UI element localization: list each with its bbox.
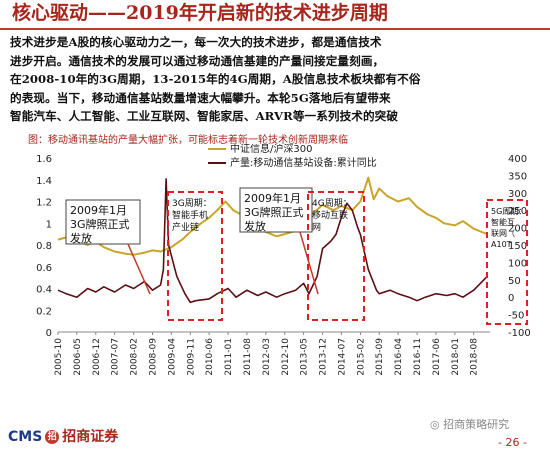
annotation-text: 3G牌照正式 xyxy=(70,217,130,231)
right-axis-tick-label: 100 xyxy=(508,258,527,269)
annotation-box xyxy=(65,199,141,245)
x-axis-tick-label: 2010-06 xyxy=(205,338,215,376)
annotation-text: 发放 xyxy=(244,219,266,233)
x-axis-tick-label: 2013-12 xyxy=(319,338,329,376)
x-axis-tick-label: 2015-09 xyxy=(375,338,385,376)
left-axis-tick-label: 0.4 xyxy=(36,285,52,296)
annotation-arrow xyxy=(299,231,319,295)
right-axis-tick-label: 50 xyxy=(508,276,521,287)
logo-cn: 招商证券 xyxy=(62,429,119,445)
x-axis-tick-label: 2013-05 xyxy=(300,338,310,376)
x-axis-tick-label: 2018-08 xyxy=(470,338,480,376)
left-axis-tick-label: 1.4 xyxy=(36,176,52,187)
left-axis-tick-label: 1 xyxy=(46,219,52,230)
x-axis-tick-label: 2016-04 xyxy=(394,338,404,376)
annotation-text: 移动互联 xyxy=(312,209,348,221)
paragraph-line: 智能汽车、人工智能、工业互联网、智能家居、ARVR等一系列技术的突破 xyxy=(10,109,399,123)
right-axis-tick-label: 200 xyxy=(508,224,527,235)
title-divider xyxy=(0,28,550,30)
x-axis-tick-label: 2011-01 xyxy=(224,338,234,376)
cycle-dashed-box xyxy=(167,191,223,321)
x-axis-tick-label: 2009-04 xyxy=(167,338,177,376)
annotation-text: 产业链 xyxy=(172,221,199,233)
annotation-text: 2009年1月 xyxy=(244,191,301,205)
x-axis-tick-label: 2012-10 xyxy=(281,338,291,376)
annotation-text: A10T xyxy=(491,240,512,249)
right-axis-tick-label: -100 xyxy=(508,328,531,339)
page-title: 核心驱动——2019年开启新的技术进步周期 xyxy=(12,2,388,24)
annotation-text: 5G周期： xyxy=(491,207,526,216)
x-axis-tick-label: 2012-03 xyxy=(262,338,272,376)
x-axis-tick-label: 2016-11 xyxy=(413,338,423,376)
right-axis-tick-label: 250 xyxy=(508,206,527,217)
x-axis-tick-label: 2017-06 xyxy=(432,338,442,376)
paragraph-line: 的表现。当下，移动通信基站数量增速大幅攀升。本轮5G落地后有望带来 xyxy=(10,90,391,105)
annotation-text: 发放 xyxy=(70,231,92,245)
x-axis-tick-label: 2009-11 xyxy=(186,338,196,376)
x-axis-tick-label: 2008-02 xyxy=(130,338,140,376)
right-axis-tick-label: -50 xyxy=(508,311,524,322)
annotation-text: 联网（ xyxy=(491,229,515,238)
chart: 0 0.2 0.4 0.6 0.8 1 1.2 1.4 1.6 -100 -50 0 50 100 150 2… xyxy=(36,144,531,376)
annotation-text: 智能互 xyxy=(491,217,515,227)
x-axis-tick-label: 2005-10 xyxy=(54,338,64,376)
left-axis-tick-label: 1.6 xyxy=(36,154,52,165)
annotation-arrow xyxy=(127,243,151,295)
left-axis-tick-label: 0.2 xyxy=(36,306,52,317)
left-axis-tick-label: 1.2 xyxy=(36,198,52,209)
left-axis-tick-label: 0.8 xyxy=(36,241,52,252)
legend-label: 产量:移动通信基站设备:累计同比 xyxy=(230,156,377,169)
paragraph-line: 在2008-10年的3G周期，13-2015年的4G周期，A股信息技术板块都有不… xyxy=(10,72,421,86)
x-axis-tick-label: 2008-09 xyxy=(149,338,159,376)
left-axis-tick-label: 0 xyxy=(46,328,52,339)
annotation-text: 2009年1月 xyxy=(70,203,127,217)
legend-label: 中证信息/沪深300 xyxy=(230,144,312,155)
page-number: - 26 - xyxy=(498,436,527,449)
right-axis-tick-label: 300 xyxy=(508,189,527,200)
x-axis-tick-label: 2014-07 xyxy=(337,338,347,376)
right-axis-tick-label: 150 xyxy=(508,241,527,252)
annotation-text: 3G牌照正式 xyxy=(244,205,304,219)
annotation-text: 4G周期： xyxy=(312,198,352,209)
figure-caption: 图：移动通讯基站的产量大幅扩张，可能标志着新一轮技术创新周期来临 xyxy=(28,135,348,146)
x-axis-tick-label: 2011-08 xyxy=(243,338,253,376)
right-axis-tick-label: 0 xyxy=(508,293,514,304)
annotation-text: 网 xyxy=(312,222,321,233)
x-axis-tick-label: 2018-01 xyxy=(451,338,461,376)
watermark-text: 招商策略研究 xyxy=(443,418,510,431)
watermark: ◎ 招商策略研究 xyxy=(430,418,510,431)
company-logo: CMS 招招商证券 xyxy=(8,426,118,446)
annotation-box xyxy=(239,187,313,233)
paragraph-line: 技术进步是A股的核心驱动力之一，每一次大的技术进步，都是通信技术 xyxy=(10,35,382,49)
left-axis-tick-label: 0.6 xyxy=(36,263,52,274)
annotation-text: 智能手机 xyxy=(172,209,208,221)
right-axis-tick-label: 400 xyxy=(508,154,527,165)
x-axis-tick-label: 2006-05 xyxy=(73,338,83,376)
right-axis-tick-label: 350 xyxy=(508,171,527,182)
cycle-dashed-box xyxy=(486,199,528,325)
annotation-text: 3G周期： xyxy=(172,198,212,209)
logo-en: CMS xyxy=(8,429,43,445)
body-paragraph: 技术进步是A股的核心驱动力之一，每一次大的技术进步，都是通信技术 进步开启。通信… xyxy=(10,33,545,126)
paragraph-line: 进步开启。通信技术的发展可以通过移动通信基建的产量间接定量刻画， xyxy=(10,53,385,68)
x-axis-tick-label: 2007-07 xyxy=(111,338,121,376)
logo-badge: 招 xyxy=(45,430,60,444)
x-axis-tick-label: 2015-02 xyxy=(356,338,366,376)
x-axis-tick-label: 2006-12 xyxy=(92,338,102,376)
cycle-dashed-box xyxy=(307,191,365,321)
